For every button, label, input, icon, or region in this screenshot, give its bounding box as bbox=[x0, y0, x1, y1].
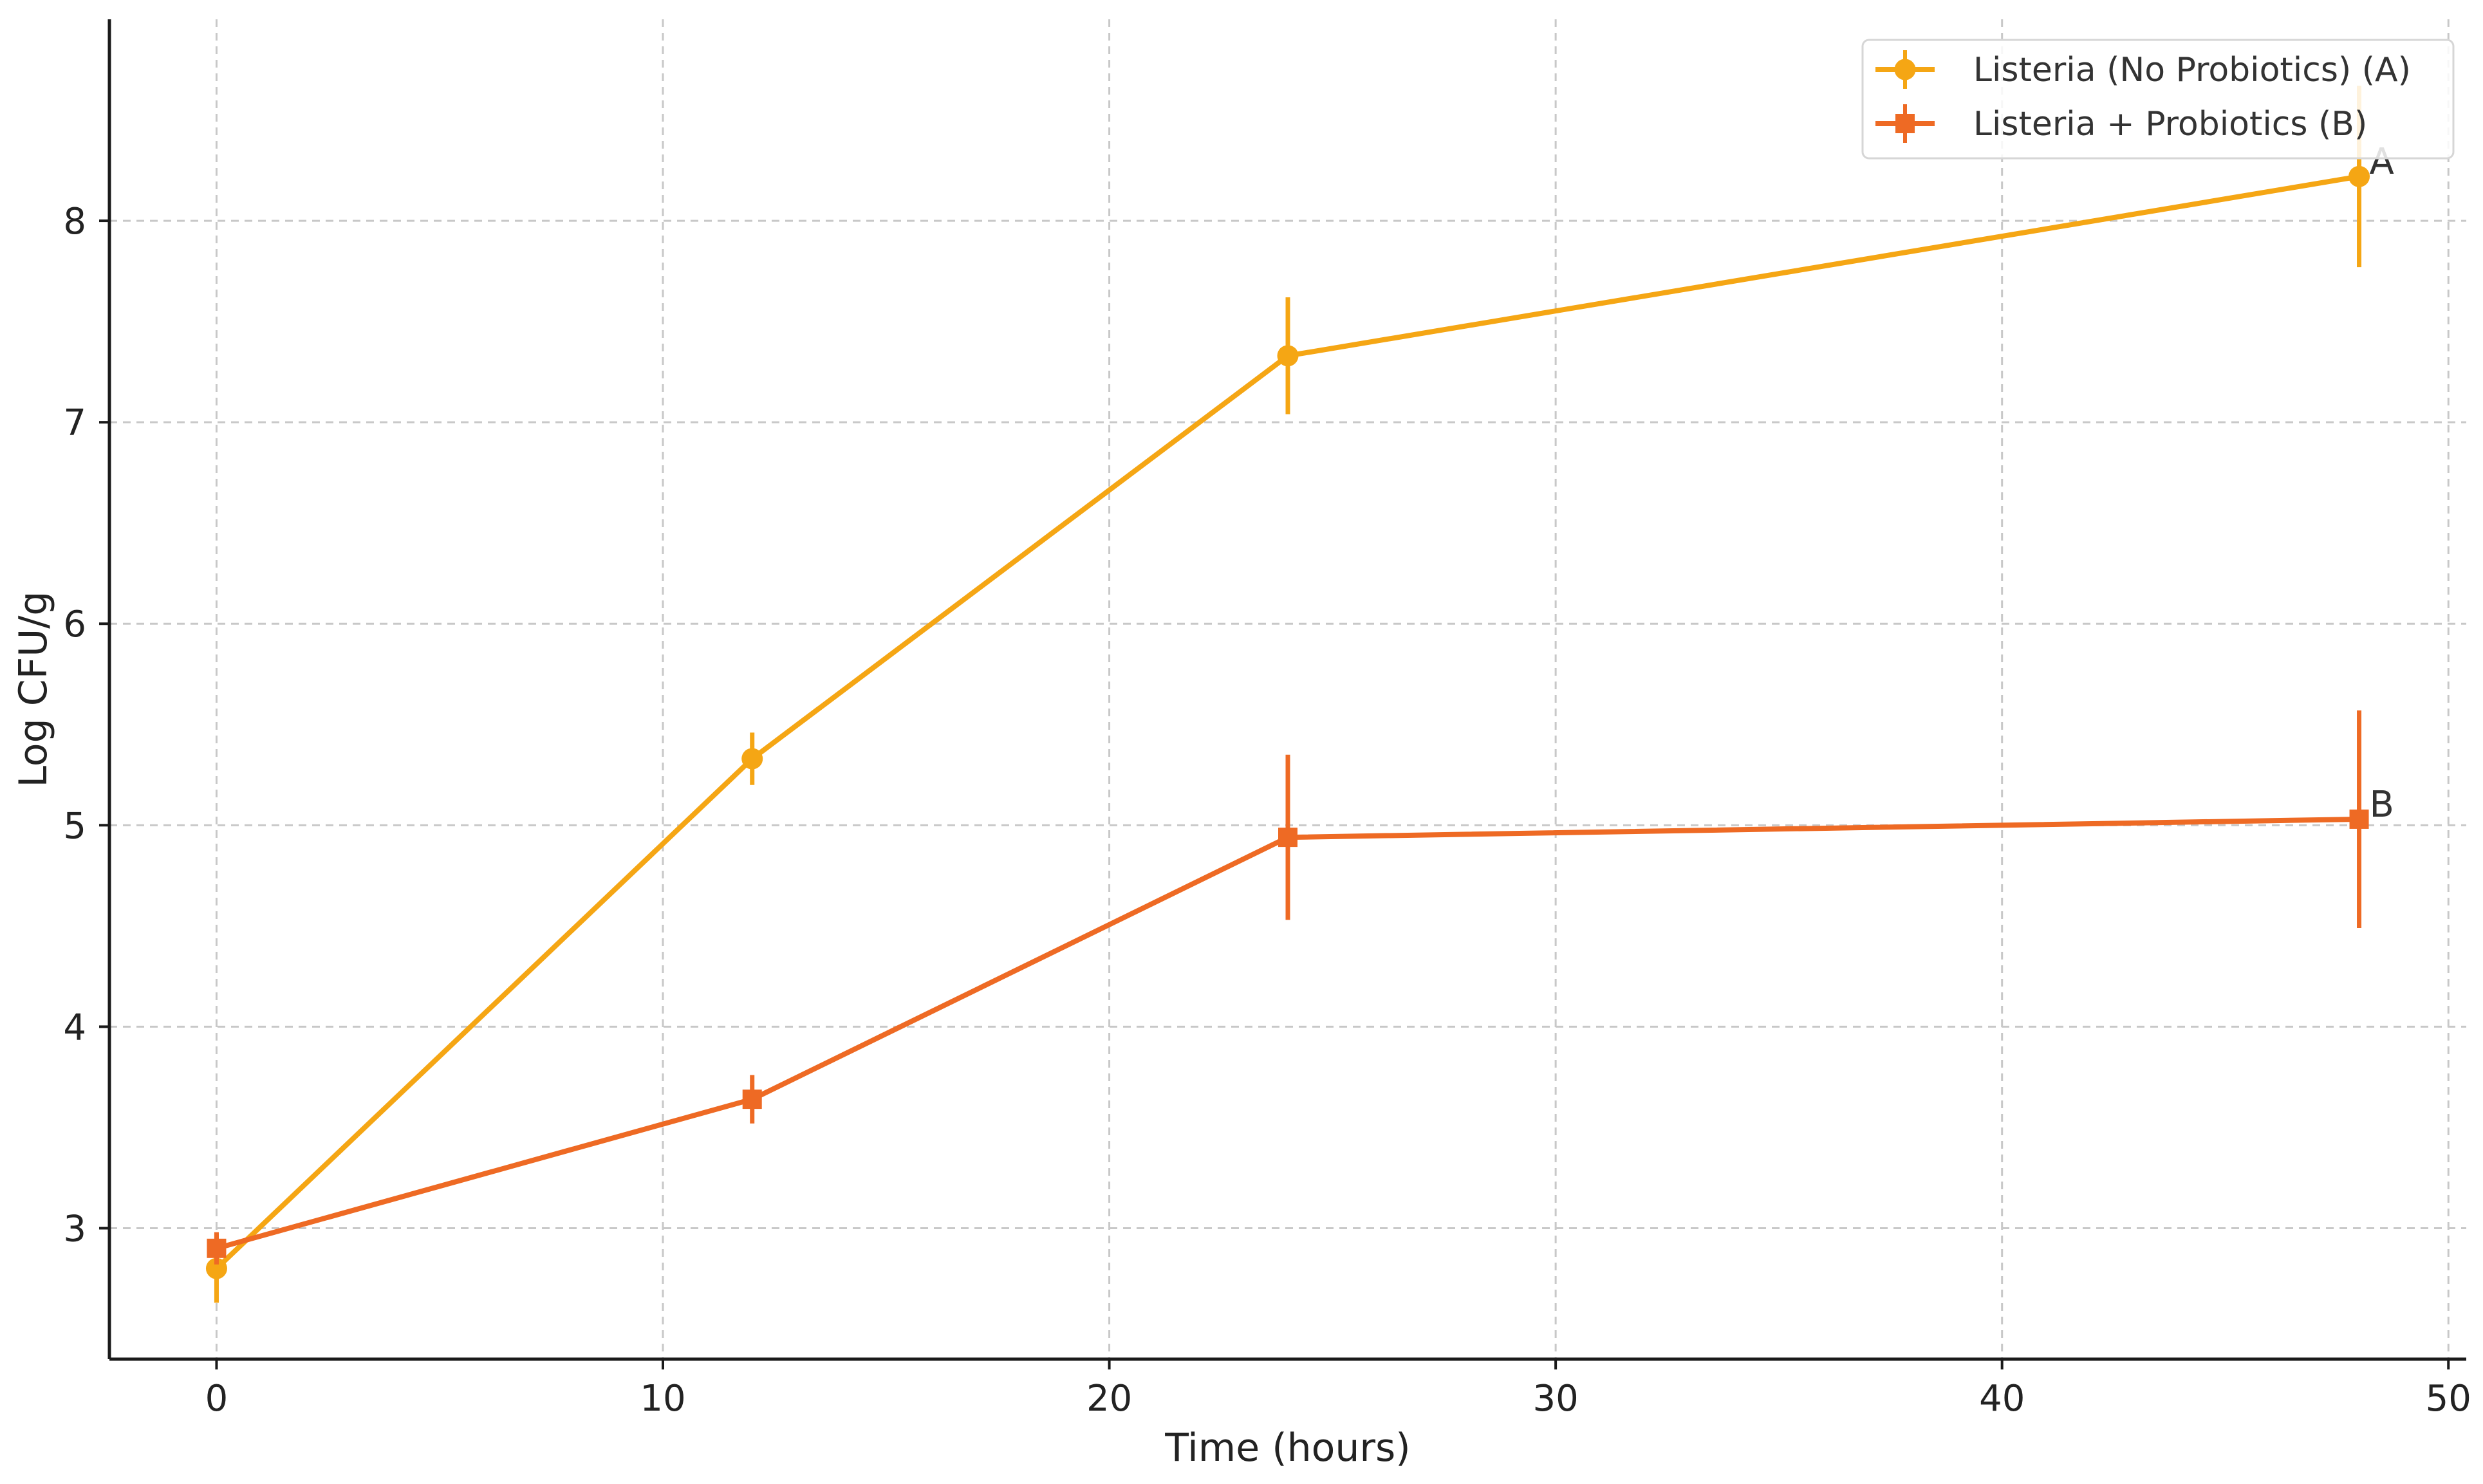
legend-label: Listeria + Probiotics (B) bbox=[1973, 105, 2367, 144]
axes bbox=[107, 19, 2466, 1361]
legend-marker bbox=[1894, 59, 1916, 80]
x-tick-label: 10 bbox=[640, 1378, 685, 1420]
data-point bbox=[205, 1257, 227, 1279]
legend-label: Listeria (No Probiotics) (A) bbox=[1973, 51, 2411, 89]
data-point bbox=[1277, 345, 1299, 367]
x-axis-title: Time (hours) bbox=[1164, 1425, 1410, 1470]
data-point bbox=[741, 748, 763, 770]
y-tick-label: 5 bbox=[63, 805, 86, 847]
ticks: 0 10 20 30 40 50 3 4 5 6 7 8 bbox=[63, 201, 2471, 1420]
data-point bbox=[1278, 828, 1297, 848]
legend-item: Listeria (No Probiotics) (A) bbox=[1875, 50, 2411, 89]
x-tick-label: 20 bbox=[1086, 1378, 1132, 1420]
series-layer: AB bbox=[205, 86, 2394, 1303]
series-line bbox=[216, 816, 2359, 1251]
x-tick-label: 0 bbox=[205, 1378, 228, 1420]
legend-marker bbox=[1895, 114, 1915, 133]
series-1: A bbox=[205, 86, 2394, 1303]
end-label: B bbox=[2370, 784, 2394, 826]
y-tick-label: 3 bbox=[63, 1208, 86, 1250]
legend-item: Listeria + Probiotics (B) bbox=[1875, 104, 2367, 144]
data-point bbox=[742, 1090, 762, 1109]
x-tick-label: 40 bbox=[1979, 1378, 2025, 1420]
x-tick-label: 30 bbox=[1533, 1378, 1579, 1420]
data-point bbox=[207, 1238, 227, 1258]
legend-box bbox=[1861, 39, 2455, 160]
y-tick-label: 4 bbox=[63, 1006, 86, 1048]
x-tick-label: 50 bbox=[2426, 1378, 2471, 1420]
data-point bbox=[2349, 809, 2369, 829]
y-axis-title: Log CFU/g bbox=[11, 591, 56, 788]
grid bbox=[109, 19, 2466, 1359]
y-tick-label: 7 bbox=[63, 402, 86, 444]
y-tick-label: 8 bbox=[63, 201, 86, 243]
series-line bbox=[214, 174, 2360, 1271]
series-2: B bbox=[207, 710, 2394, 1265]
y-tick-label: 6 bbox=[63, 604, 86, 645]
legend: Listeria (No Probiotics) (A) Listeria + P… bbox=[1861, 39, 2455, 160]
data-point bbox=[2348, 165, 2370, 187]
